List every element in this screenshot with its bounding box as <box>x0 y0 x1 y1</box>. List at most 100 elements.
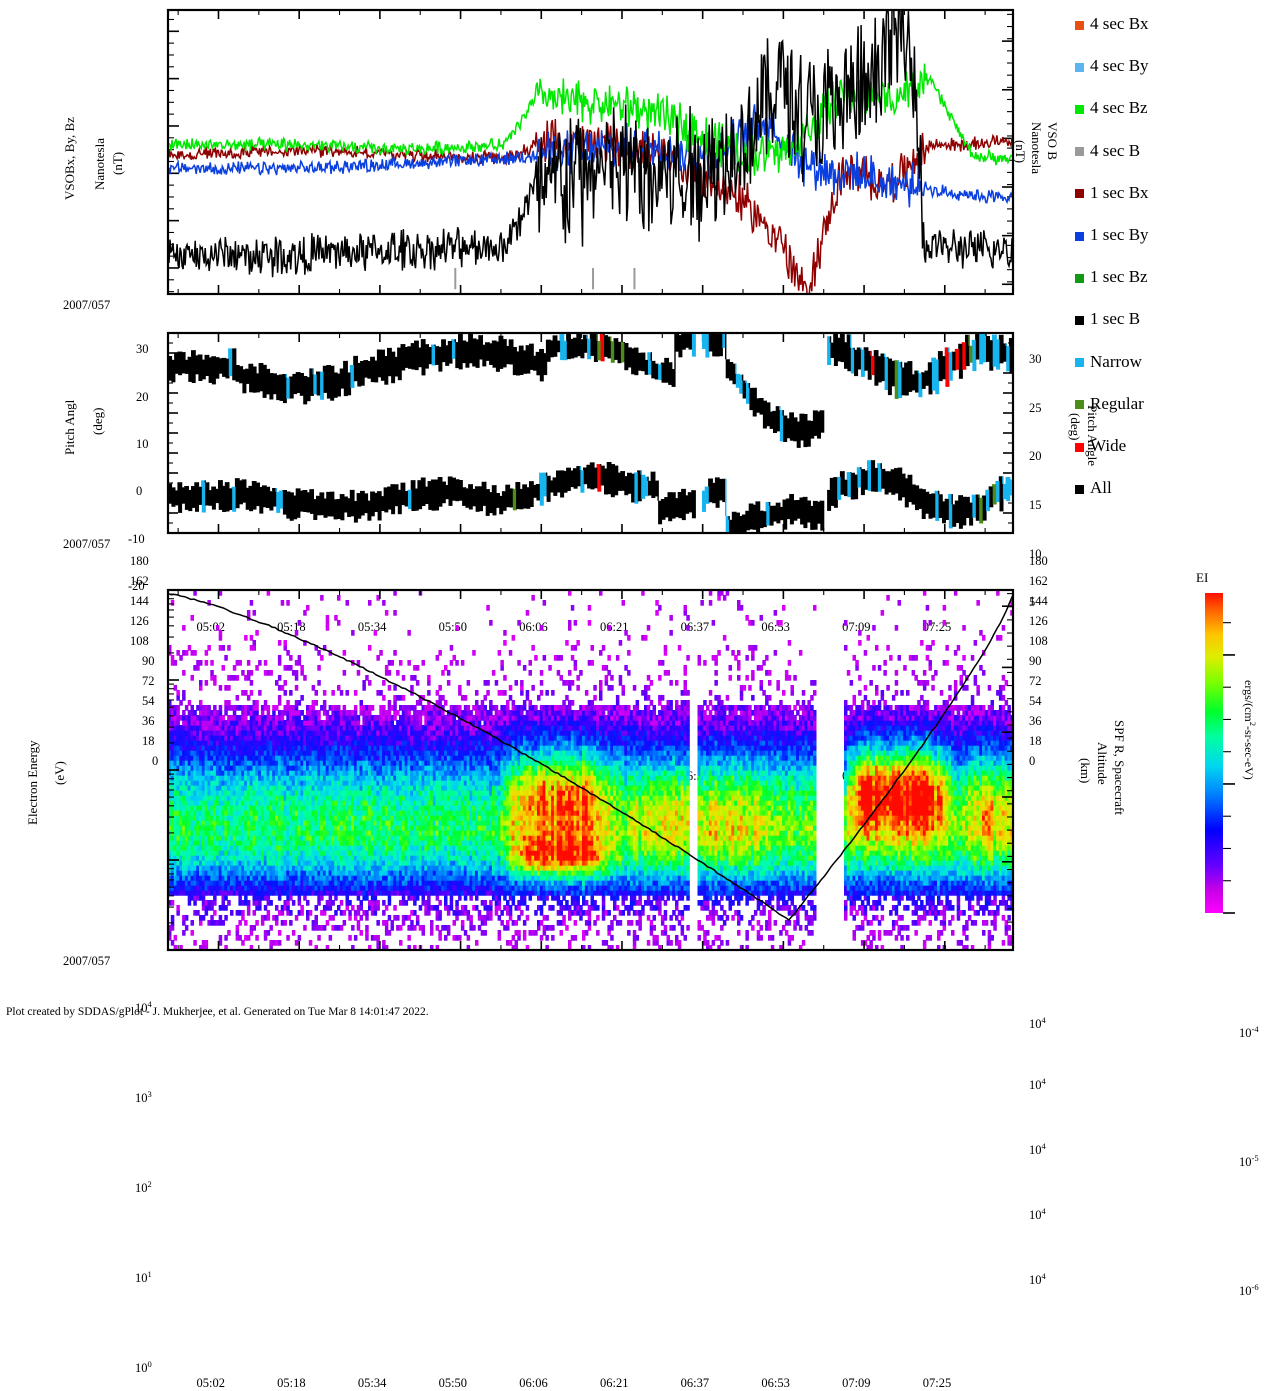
spectrogram-cell <box>213 900 217 906</box>
spectrogram-cell <box>289 655 293 661</box>
spectrogram-cell <box>331 900 335 906</box>
spectrogram-cell <box>253 610 257 616</box>
pitch-angle-bin <box>246 488 250 510</box>
spectrogram-cell <box>275 905 279 911</box>
spectrogram-cell <box>419 720 423 726</box>
spectrogram-cell <box>182 625 186 631</box>
spectrogram-cell <box>365 925 369 931</box>
spectrogram-cell <box>362 680 366 686</box>
spectrogram-cell <box>264 700 268 706</box>
panel2-ytick-180: 180 <box>130 554 149 569</box>
spectrogram-cell <box>284 645 288 651</box>
spectrogram-cell <box>407 630 411 636</box>
spectrogram-cell <box>298 655 302 661</box>
spectrogram-cell <box>438 910 442 916</box>
pitch-angle-bin <box>286 378 290 399</box>
spectrogram-cell <box>269 925 273 931</box>
spectrogram-cell <box>253 910 257 916</box>
spectrogram-cell <box>422 925 426 931</box>
spectrogram-cell <box>337 620 341 626</box>
spectrogram-cell <box>337 705 341 711</box>
spectrogram-cell <box>351 925 355 931</box>
spectrogram-cell <box>365 915 369 921</box>
spectrogram-cell <box>272 710 276 716</box>
spectrogram-cell <box>331 915 335 921</box>
spectrogram-cell <box>385 905 389 911</box>
spectrogram-cell <box>348 900 352 906</box>
spectrogram-cell <box>444 665 448 671</box>
spectrogram-cell <box>379 690 383 696</box>
spectrogram-cell <box>438 685 442 691</box>
spectrogram-cell <box>357 910 361 916</box>
spectrogram-cell <box>430 920 434 926</box>
spectrogram-cell <box>236 930 240 936</box>
spectrogram-cell <box>317 650 321 656</box>
spectrogram-cell <box>292 930 296 936</box>
panel1-ylabel-right3: (nT) <box>1012 140 1028 163</box>
spectrogram-cell <box>315 690 319 696</box>
spectrogram-cell <box>453 655 457 661</box>
spectrogram-cell <box>438 935 442 941</box>
spectrogram-cell <box>323 925 327 931</box>
panel1-ylabel-left-line3: (nT) <box>110 152 125 175</box>
spectrogram-cell <box>365 930 369 936</box>
panel1-ylabel-left2: Nanotesla <box>92 138 108 190</box>
spectrogram-cell <box>441 695 445 701</box>
spectrogram-cell <box>402 920 406 926</box>
spectrogram-cell <box>278 660 282 666</box>
panel1-ylabel-right-line1: VSO B <box>1045 122 1060 160</box>
spectrogram-cell <box>238 660 242 666</box>
spectrogram-cell <box>376 655 380 661</box>
spectrogram-cell <box>419 700 423 706</box>
spectrogram-cell <box>393 650 397 656</box>
spectrogram-cell <box>402 695 406 701</box>
spectrogram-cell <box>258 690 262 696</box>
spectrogram-cell <box>258 660 262 666</box>
spectrogram-cell <box>436 925 440 931</box>
spectrogram-cell <box>309 940 313 946</box>
spectrogram-cell <box>354 690 358 696</box>
spectrogram-cell <box>199 685 203 691</box>
spectrogram-cell <box>329 905 333 911</box>
spectrogram-cell <box>348 935 352 941</box>
spectrogram-cell <box>289 920 293 926</box>
spectrogram-cell <box>224 915 228 921</box>
pitch-angle-bin <box>286 492 290 519</box>
spectrogram-cell <box>253 925 257 931</box>
spectrogram-cell <box>323 910 327 916</box>
spectrogram-cell <box>275 705 279 711</box>
panel1-ylabel-left: VSOBx, By, Bz <box>62 117 78 200</box>
panel3-ylabel-right: SPF R, Spacecraft <box>1111 720 1127 815</box>
panel3-ylabel-right2: Altitude <box>1094 742 1110 785</box>
spectrogram-cell <box>236 675 240 681</box>
spectrogram-cell <box>438 650 442 656</box>
spectrogram-cell <box>258 900 262 906</box>
panel3-ylabel-right-line3: (km) <box>1078 758 1093 783</box>
spectrogram-cell <box>267 910 271 916</box>
spectrogram-cell <box>286 600 290 606</box>
spectrogram-cell <box>354 710 358 716</box>
spectrogram-cell <box>382 680 386 686</box>
pitch-angle-bin <box>246 369 250 384</box>
spectrogram-cell <box>278 940 282 946</box>
spectrogram-cell <box>317 935 321 941</box>
spectrogram-cell <box>278 675 282 681</box>
spectrogram-cell <box>289 910 293 916</box>
spectrogram-cell <box>385 920 389 926</box>
spectrogram-cell <box>213 680 217 686</box>
spectrogram-cell <box>450 900 454 906</box>
spectrogram-cell <box>357 895 361 901</box>
spectrogram-cell <box>312 685 316 691</box>
spectrogram-cell <box>320 895 324 901</box>
pitch-angle-bin <box>455 342 459 368</box>
spectrogram-cell <box>416 920 420 926</box>
spectrogram-cell <box>284 690 288 696</box>
spectrogram-cell <box>213 910 217 916</box>
spectrogram-cell <box>298 715 302 721</box>
spectrogram-cell <box>430 925 434 931</box>
pitch-angle-bin <box>692 333 696 357</box>
spectrogram-cell <box>436 655 440 661</box>
spectrogram-cell <box>343 650 347 656</box>
spectrogram-cell <box>244 715 248 721</box>
spectrogram-cell <box>224 905 228 911</box>
